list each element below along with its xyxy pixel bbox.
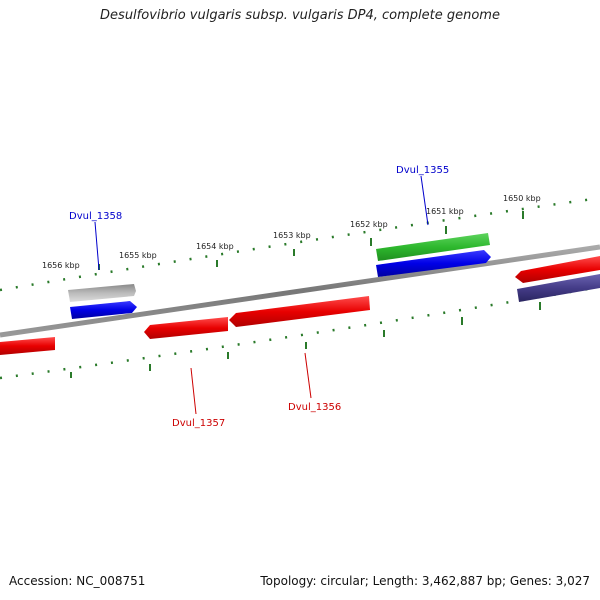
tick-label-1656: 1656 kbp: [42, 261, 80, 270]
gene-right-purple[interactable]: [517, 274, 600, 302]
tick-label-1655: 1655 kbp: [119, 251, 157, 260]
gene-label-dvul-1356: Dvul_1356: [288, 402, 341, 413]
gene-dvul-1356[interactable]: [229, 296, 370, 327]
genome-summary: Topology: circular; Length: 3,462,887 bp…: [260, 574, 590, 588]
genome-backbone: [0, 244, 600, 338]
leader-dvul-1355: [420, 175, 429, 226]
accession-label: Accession: NC_008751: [9, 574, 146, 588]
tick-label-1653: 1653 kbp: [273, 231, 311, 240]
gene-dvul-1358[interactable]: [70, 301, 137, 319]
gene-left-red[interactable]: [0, 337, 55, 355]
tick-label-1654: 1654 kbp: [196, 242, 234, 251]
map-title: Desulfovibrio vulgaris subsp. vulgaris D…: [100, 8, 500, 23]
tick-label-1650: 1650 kbp: [503, 194, 541, 203]
gene-right-red[interactable]: [515, 256, 600, 283]
inner-major-ticks: [70, 302, 541, 378]
tick-label-1652: 1652 kbp: [350, 220, 388, 229]
gene-label-dvul-1358: Dvul_1358: [69, 211, 122, 222]
gene-green[interactable]: [376, 233, 490, 261]
tick-label-1651: 1651 kbp: [426, 207, 464, 216]
gene-dvul-1357[interactable]: [144, 317, 228, 339]
inner-tick-ring: [0, 285, 600, 380]
leader-dvul-1358: [94, 221, 100, 271]
leader-dvul-1356: [304, 352, 312, 399]
gene-label-dvul-1355: Dvul_1355: [396, 165, 449, 176]
gene-dvul-1358-outer[interactable]: [68, 284, 136, 302]
gene-label-dvul-1357: Dvul_1357: [172, 418, 225, 429]
gene-dvul-1355[interactable]: [376, 250, 491, 277]
leader-dvul-1357: [190, 367, 197, 415]
